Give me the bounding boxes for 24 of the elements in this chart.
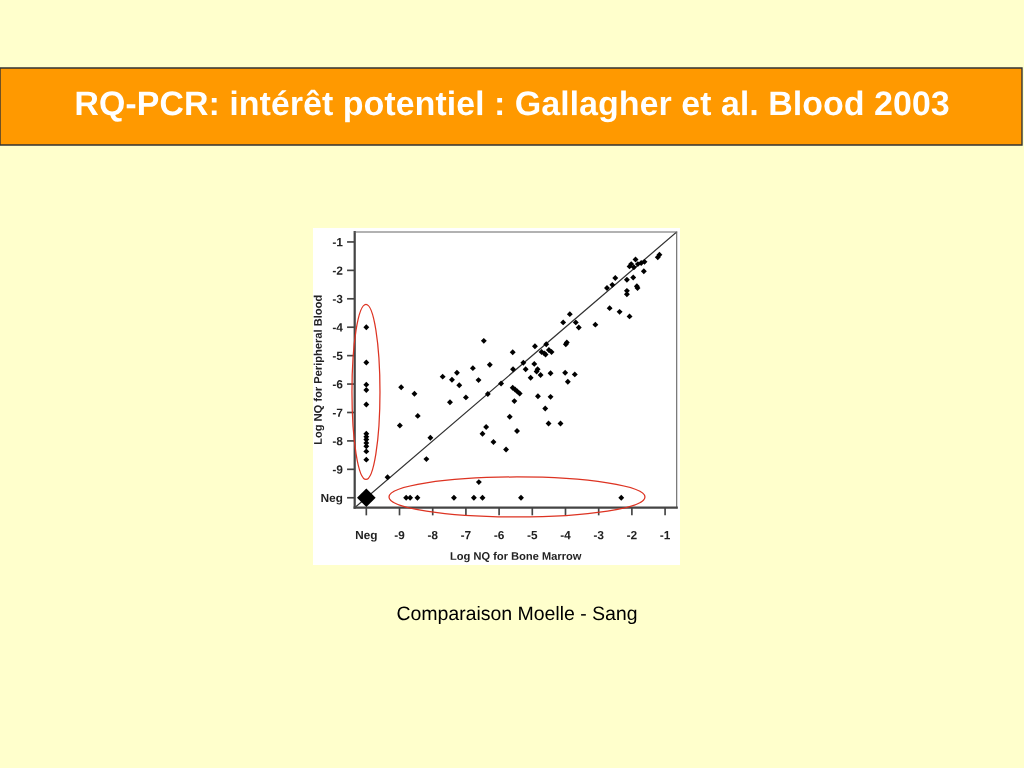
- y-tick-label: -7: [332, 408, 343, 417]
- chart-title: RQ-PCR: intérêt potentiel : Gallagher et al. Blood 2003: [76, 89, 949, 123]
- x-tick-label: Neg: [355, 531, 377, 542]
- text: Comparaison Moelle - Sang: [397, 605, 637, 625]
- y-tick-label: -2: [332, 266, 343, 275]
- y-tick-label: -6: [332, 380, 343, 389]
- x-tick-label: -2: [627, 530, 637, 540]
- x-tick-label: -4: [560, 531, 571, 540]
- x-tick-label: -7: [461, 531, 471, 540]
- x-tick-label: -6: [494, 530, 504, 540]
- y-tick-label: -8: [332, 436, 343, 446]
- y-axis-title: Log NQ for Peripheral Blood: [313, 295, 325, 445]
- y-tick-label: -5: [332, 351, 343, 361]
- x-axis-title: Log NQ for Bone Marrow: [450, 551, 582, 563]
- y-tick-label: -3: [332, 294, 343, 304]
- x-tick-label: -1: [660, 531, 670, 540]
- x-tick-label: -9: [394, 530, 405, 540]
- y-tick-label: -4: [332, 323, 343, 332]
- y-tick-label: Neg: [321, 493, 343, 505]
- x-tick-label: -8: [427, 530, 438, 540]
- x-tick-label: -5: [527, 531, 538, 540]
- y-tick-label: -9: [332, 465, 343, 474]
- y-tick-label: -1: [332, 238, 343, 247]
- x-tick-label: -3: [593, 530, 604, 540]
